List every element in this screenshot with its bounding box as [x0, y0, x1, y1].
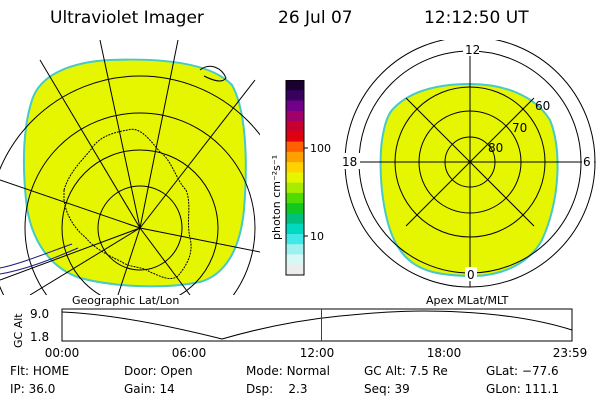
status-glon: GLon: 111.1 [486, 382, 559, 396]
latitude-circle [97, 185, 183, 271]
instrument-title: Ultraviolet Imager [50, 8, 204, 28]
status-door: Door: Open [124, 364, 193, 378]
colorbar-cell [286, 223, 304, 235]
meridian [139, 40, 179, 229]
colorbar-cell [286, 151, 304, 163]
colorbar-cell [286, 213, 304, 225]
colorbar-label: photon cm⁻²s⁻¹ [270, 155, 283, 240]
meridian [99, 40, 141, 229]
ytick: 9.0 [30, 307, 49, 321]
ytick: 1.8 [30, 330, 49, 344]
altitude-curve [61, 310, 573, 340]
colorbar-cell [286, 203, 304, 214]
status-gain: Gain: 14 [124, 382, 175, 396]
mlat-label: 80 [488, 141, 503, 155]
mlt-label-right: 6 [583, 155, 591, 169]
mlt-label-top: 12 [465, 43, 480, 57]
meridian [117, 227, 141, 295]
latitude-circle [24, 112, 256, 295]
colorbar-cell [286, 172, 304, 184]
colorbar-cell [286, 110, 304, 122]
colorbar-cell [286, 233, 304, 245]
xtick: 18:00 [427, 346, 462, 360]
colorbar-cell [286, 141, 304, 153]
latitude-circle [61, 149, 219, 295]
coastline [199, 65, 227, 82]
meridian [139, 79, 256, 229]
geographic-map-label: Geographic Lat/Lon [72, 294, 180, 307]
geographic-map [0, 40, 260, 295]
colorbar-cell [286, 254, 304, 266]
observation-date: 26 Jul 07 [278, 8, 353, 28]
uv-image-region [379, 82, 559, 278]
meridian [139, 227, 191, 295]
meridian [39, 59, 141, 229]
status-seq: Seq: 39 [364, 382, 410, 396]
status-flt: Flt: HOME [10, 364, 70, 378]
colorbar: 100 10 photon cm⁻²s⁻¹ [270, 80, 331, 276]
colorbar-cell [286, 100, 304, 112]
xtick: 12:00 [300, 346, 335, 360]
colorbar-cell [286, 162, 304, 173]
colorbar-cell [286, 182, 304, 194]
altitude-plot-frame [61, 308, 573, 342]
mlat-label: 60 [535, 99, 550, 113]
uv-image-region [23, 58, 247, 288]
altitude-plot: 9.0 1.8 GC Alt 00:00 06:00 12:00 18:00 2… [12, 307, 588, 360]
status-gc-alt: GC Alt: 7.5 Re [364, 364, 448, 378]
status-ip: IP: 36.0 [10, 382, 56, 396]
meridian [0, 227, 141, 281]
colorbar-cell [286, 244, 304, 255]
colorbar-tick: 100 [310, 142, 331, 155]
meridian [139, 227, 260, 253]
colorbar-cell [286, 80, 304, 91]
latitude-circle [0, 75, 260, 295]
mlt-meridian [405, 97, 535, 227]
colorbar-cell [286, 192, 304, 204]
colorbar-cell [286, 131, 304, 143]
colorbar-cell [286, 90, 304, 102]
meridian [29, 227, 141, 295]
status-dsp: Dsp: 2.3 [246, 382, 308, 396]
observation-time: 12:12:50 UT [424, 8, 529, 28]
mlt-label-left: 18 [342, 155, 357, 169]
xtick: 23:59 [553, 346, 588, 360]
meridian [0, 179, 141, 229]
colorbar-tick: 10 [310, 230, 324, 243]
colorbar-cell [286, 121, 304, 132]
colorbar-cell [286, 264, 304, 276]
mlt-label-bottom: 0 [467, 268, 475, 282]
magnetic-polar-map: 12 18 6 0 60 70 80 [340, 40, 596, 288]
xtick: 00:00 [45, 346, 80, 360]
xtick: 06:00 [172, 346, 207, 360]
coastline [0, 247, 79, 275]
magnetic-map-label: Apex MLat/MLT [426, 294, 509, 307]
status-glat: GLat: −77.6 [486, 364, 559, 378]
mlat-label: 70 [512, 121, 527, 135]
status-mode: Mode: Normal [246, 364, 330, 378]
altitude-ylabel: GC Alt [12, 313, 25, 348]
coastline [63, 128, 192, 279]
coastline [0, 243, 73, 269]
